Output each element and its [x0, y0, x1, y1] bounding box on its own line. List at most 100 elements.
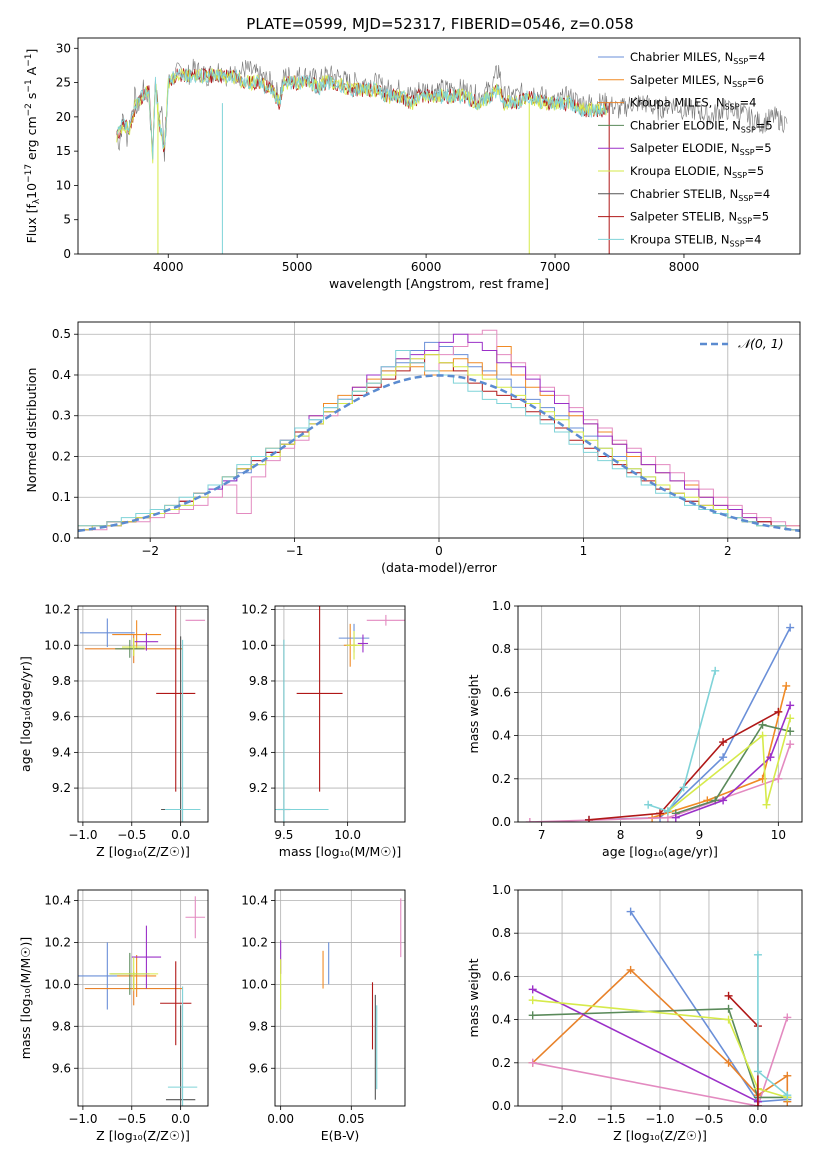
tick-label-y: 0.1	[52, 490, 71, 504]
tick-label-y: 0.8	[492, 926, 511, 940]
legend-entry: Chabrier STELIB, NSSP=4	[630, 187, 770, 203]
legend-subscript: SSP	[732, 80, 747, 89]
errorbar-point	[160, 961, 192, 1046]
legend-subscript: SSP	[733, 57, 748, 66]
weight-marker	[774, 774, 783, 783]
tick-label-y: 0.8	[492, 642, 511, 656]
figure-title: PLATE=0599, MJD=52317, FIBERID=0546, z=0…	[246, 15, 633, 33]
tick-label-y: 5	[63, 213, 71, 227]
errorbar-point	[167, 986, 198, 1106]
errorbar-point	[131, 925, 162, 989]
errorbar-point	[275, 639, 329, 822]
weight-marker	[719, 796, 728, 805]
x-axis-label: Z [log₁₀(Z/Z☉)]	[96, 844, 190, 859]
x-axis-label: Z [log₁₀(Z/Z☉)]	[96, 1128, 190, 1143]
weight-marker	[783, 1071, 792, 1080]
weight-line	[675, 705, 791, 819]
legend-nssp: =5	[755, 141, 772, 155]
tick-label-x: −2	[141, 544, 159, 558]
errorbar-point	[164, 639, 201, 822]
legend-nssp: =4	[745, 232, 762, 246]
weight-marker	[528, 1011, 537, 1020]
tick-label-y: 10.4	[44, 893, 71, 907]
plot-area-mass_vs_ebv	[280, 898, 402, 1100]
y-axis-label-part: −1	[24, 79, 34, 92]
x-axis-label: Z [log₁₀(Z/Z☉)]	[613, 1128, 707, 1143]
plot-area-mass_vs_z	[78, 896, 206, 1106]
tick-label-y: 0.6	[492, 685, 511, 699]
weight-line	[532, 968, 789, 1102]
axes-age_vs_mass: 9.5 10.0 9.2 9.4 9.6 9.8 10.0 10.2 mass [log₁₀(M…	[241, 603, 406, 859]
tick-label-x: −0.5	[117, 828, 146, 842]
tick-label-y: 10.2	[44, 603, 71, 617]
legend-name: Chabrier STELIB, N	[630, 187, 738, 201]
tick-label-x: 10	[771, 828, 786, 842]
legend-subscript: SSP	[738, 194, 753, 203]
histogram-step	[78, 329, 800, 538]
tick-label-x: −1.0	[68, 1112, 97, 1126]
x-axis-label: mass [log₁₀(M/M☉)]	[279, 844, 401, 859]
legend-nssp: =4	[748, 50, 765, 64]
tick-label-y: 0.3	[52, 409, 71, 423]
x-axis-label: (data-model)/error	[381, 560, 498, 575]
errorbar-point	[134, 632, 159, 651]
weight-marker	[663, 807, 672, 816]
tick-label-y: 10.0	[241, 638, 268, 652]
tick-label-x: −2.0	[547, 1112, 576, 1126]
tick-label-y: 9.6	[52, 710, 71, 724]
normal-curve	[78, 374, 800, 533]
legend-subscript: SSP	[730, 239, 745, 248]
y-axis-label-part: −1	[24, 54, 34, 67]
legend-name: Kroupa STELIB, N	[630, 232, 730, 246]
tick-label-y: 0.4	[52, 368, 71, 382]
plot-area-residuals	[78, 329, 800, 538]
axes-weight_vs_z: −2.0 −1.5 −1.0 −0.5 0.0 0.0 0.2 0.4 0.6 0.8 1.0 Z […	[466, 883, 803, 1143]
tick-label-x: 1	[580, 544, 588, 558]
tick-label-x: 0	[435, 544, 443, 558]
tick-label-y: 10.0	[44, 977, 71, 991]
tick-label-y: 0.0	[492, 815, 511, 829]
weight-line	[532, 1017, 789, 1106]
tick-label-x: 8000	[669, 260, 700, 274]
y-axis-label-part: Flux [f	[24, 204, 39, 244]
y-axis-label-part: −17	[24, 164, 34, 183]
tick-label-x: −1.5	[596, 1112, 625, 1126]
y-axis-label: age [log₁₀(age/yr)]	[18, 656, 33, 772]
y-axis-label: mass weight	[466, 674, 481, 753]
tick-label-y: 9.8	[52, 674, 71, 688]
axes-frame	[517, 605, 803, 823]
errorbar-point	[366, 614, 405, 626]
axes-frame	[274, 605, 406, 823]
tick-label-y: 0.4	[492, 1013, 511, 1027]
errorbar-point	[117, 955, 157, 997]
weight-marker	[724, 1058, 733, 1067]
weight-marker	[528, 996, 537, 1005]
axes-age_vs_z: −1.0 −0.5 0.0 9.2 9.4 9.6 9.8 10.0 10.2 Z [log₁₀(…	[18, 603, 209, 859]
axes-frame	[77, 889, 209, 1107]
legend-entry: Salpeter MILES, NSSP=6	[630, 73, 764, 89]
y-axis-label-part: −2	[24, 103, 34, 116]
legend-name: Chabrier MILES, N	[630, 50, 733, 64]
tick-label-y: 0.2	[492, 1056, 511, 1070]
tick-label-y: 9.4	[52, 745, 71, 759]
y-axis-label: Flux [fλ10−17 erg cm−2 s−1 A−1]	[24, 49, 42, 244]
legend-nssp: =5	[752, 210, 769, 224]
tick-label-y: 9.2	[52, 781, 71, 795]
errorbar-point	[79, 618, 135, 648]
legend-subscript: SSP	[741, 125, 756, 134]
tick-label-x: 4000	[153, 260, 184, 274]
weight-marker	[528, 1058, 537, 1067]
axes-spectrum: 4000 5000 6000 7000 8000 0 5 10 15 20 25 30 waveleng…	[24, 37, 801, 291]
weight-marker	[656, 809, 664, 818]
weight-marker	[786, 740, 795, 749]
tick-label-x: 0.0	[171, 1112, 190, 1126]
tick-label-x: 9	[696, 828, 704, 842]
weight-line	[532, 999, 788, 1099]
x-axis-label: E(B-V)	[321, 1128, 360, 1143]
tick-label-y: 9.8	[249, 674, 268, 688]
errorbar-point	[185, 896, 206, 939]
residual-legend: 𝒩(0, 1)	[700, 336, 784, 351]
tick-label-x: 8	[617, 828, 625, 842]
y-axis-label: mass [log₁₀(M/M☉)]	[18, 937, 33, 1059]
